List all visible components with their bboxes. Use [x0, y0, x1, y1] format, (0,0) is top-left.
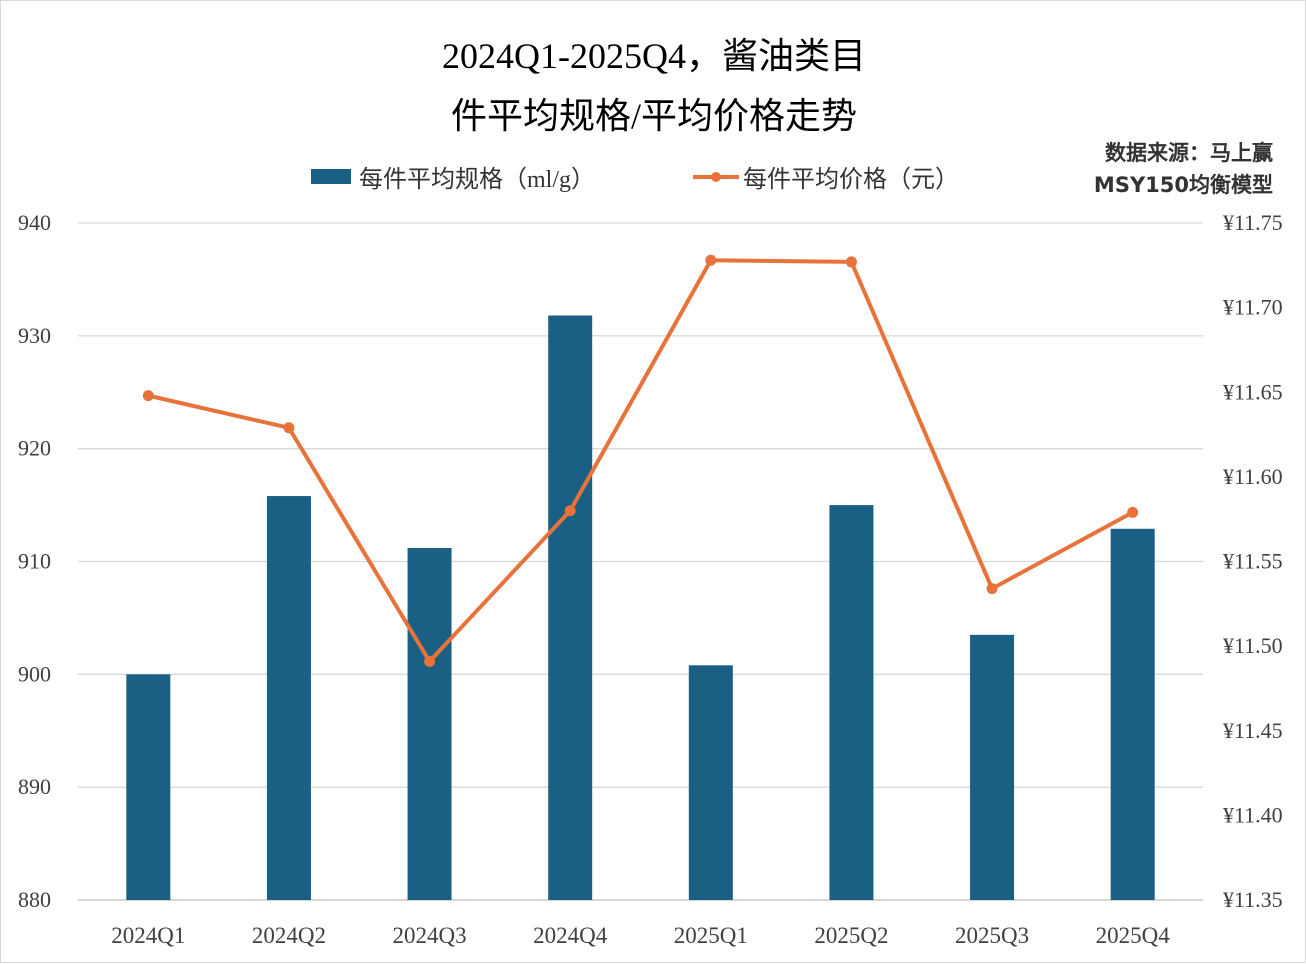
bar — [548, 315, 593, 901]
right-tick-label: ¥11.40 — [1223, 802, 1283, 827]
legend-bar-swatch — [311, 169, 351, 184]
x-tick-label: 2025Q3 — [955, 923, 1029, 948]
source-line1: 数据来源：马上赢 — [1105, 141, 1273, 165]
x-tick-label: 2025Q1 — [674, 923, 748, 948]
bar — [970, 634, 1015, 900]
x-tick-label: 2024Q1 — [111, 923, 185, 948]
x-tick-label: 2024Q2 — [252, 923, 326, 948]
price-line — [147, 258, 1134, 664]
bar — [1110, 528, 1155, 900]
right-tick-label: ¥11.35 — [1223, 887, 1283, 912]
right-tick-label: ¥11.55 — [1223, 549, 1283, 574]
right-tick-label: ¥11.65 — [1223, 379, 1283, 404]
left-tick-label: 890 — [18, 774, 51, 799]
legend-line-label: 每件平均价格（元） — [743, 167, 959, 193]
bar — [266, 496, 311, 900]
price-point — [283, 422, 295, 434]
source-line2: MSY150均衡模型 — [1093, 173, 1273, 197]
x-tick-label: 2025Q2 — [814, 923, 888, 948]
right-tick-label: ¥11.70 — [1223, 295, 1283, 320]
right-tick-label: ¥11.50 — [1223, 633, 1283, 658]
price-point — [424, 655, 436, 667]
left-tick-label: 930 — [18, 323, 51, 348]
left-tick-label: 910 — [18, 549, 51, 574]
left-tick-label: 880 — [18, 887, 51, 912]
chart-title-line1: 2024Q1-2025Q4，酱油类目 — [442, 36, 866, 76]
chart-title-line2: 件平均规格/平均价格走势 — [450, 96, 857, 136]
price-point — [142, 390, 154, 402]
right-tick-label: ¥11.45 — [1223, 718, 1283, 743]
legend-line: 每件平均价格（元） — [693, 159, 959, 194]
price-point — [986, 583, 998, 595]
legend-bar-label: 每件平均规格（ml/g） — [359, 167, 596, 193]
x-tick-label: 2024Q4 — [533, 923, 608, 948]
price-point — [845, 256, 857, 268]
x-tick-label: 2025Q4 — [1096, 923, 1171, 948]
bar — [126, 674, 171, 900]
legend-bar: 每件平均规格（ml/g） — [311, 159, 595, 194]
bar — [688, 665, 733, 900]
right-tick-label: ¥11.75 — [1223, 210, 1283, 235]
left-tick-label: 900 — [18, 661, 51, 686]
price-point — [1127, 506, 1139, 518]
right-tick-label: ¥11.60 — [1223, 464, 1283, 489]
x-tick-label: 2024Q3 — [393, 923, 467, 948]
price-point — [564, 505, 576, 517]
left-tick-label: 920 — [18, 436, 51, 461]
left-tick-label: 940 — [18, 210, 51, 235]
bar — [407, 547, 452, 900]
bar — [829, 505, 874, 900]
price-point — [705, 254, 717, 266]
legend-line-swatch — [693, 171, 739, 182]
